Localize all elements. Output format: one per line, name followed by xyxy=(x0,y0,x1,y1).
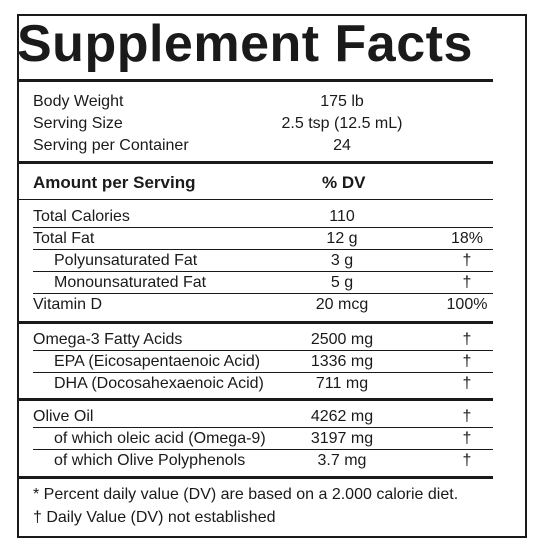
info-value-servings-per-container: 24 xyxy=(333,137,351,154)
row-total-calories-amount: 110 xyxy=(329,208,355,225)
row-polyunsaturated-dv: † xyxy=(462,252,472,269)
panel-title: Supplement Facts xyxy=(17,15,473,73)
footnote-dv-not-established: † Daily Value (DV) not established xyxy=(33,509,276,526)
row-epa-amount: 1336 mg xyxy=(310,353,374,370)
olive-section-rule xyxy=(17,398,493,401)
row-omega-3-amount: 2500 mg xyxy=(310,331,374,348)
row-olive-oil-label: Olive Oil xyxy=(33,408,94,425)
row-oleic-acid-dv: † xyxy=(462,430,472,447)
row-divider xyxy=(33,449,493,450)
row-dha-amount: 711 mg xyxy=(315,375,369,392)
row-epa-label: EPA (Eicosapentaenoic Acid) xyxy=(54,353,261,370)
footnote-dv-basis: * Percent daily value (DV) are based on … xyxy=(33,486,459,503)
row-divider xyxy=(33,249,493,250)
row-omega-3-dv: † xyxy=(462,331,472,348)
row-polyphenols-amount: 3.7 mg xyxy=(317,452,367,469)
row-oleic-acid-label: of which oleic acid (Omega-9) xyxy=(54,430,266,447)
info-label-servings-per-container: Serving per Container xyxy=(33,137,189,154)
info-label-serving-size: Serving Size xyxy=(33,115,123,132)
header-rule xyxy=(17,199,493,200)
row-divider xyxy=(33,350,493,351)
info-value-body-weight: 175 lb xyxy=(320,93,364,110)
info-value-serving-size: 2.5 tsp (12.5 mL) xyxy=(281,115,403,132)
title-rule xyxy=(17,79,493,82)
row-divider xyxy=(33,227,493,228)
row-total-fat-amount: 12 g xyxy=(326,230,358,247)
row-divider xyxy=(33,293,493,294)
row-monounsaturated-dv: † xyxy=(462,274,472,291)
row-divider xyxy=(33,427,493,428)
amount-per-serving-header: Amount per Serving xyxy=(33,173,196,192)
supplement-facts-panel xyxy=(17,14,527,538)
row-dha-label: DHA (Docosahexaenoic Acid) xyxy=(54,375,264,392)
row-epa-dv: † xyxy=(462,353,472,370)
row-vitamin-d-dv: 100% xyxy=(446,296,488,313)
row-monounsaturated-label: Monounsaturated Fat xyxy=(54,274,207,291)
row-polyphenols-label: of which Olive Polyphenols xyxy=(54,452,246,469)
row-omega-3-label: Omega-3 Fatty Acids xyxy=(33,331,183,348)
footnote-rule xyxy=(17,476,493,479)
row-total-fat-label: Total Fat xyxy=(33,230,95,247)
row-polyphenols-dv: † xyxy=(462,452,472,469)
row-polyunsaturated-amount: 3 g xyxy=(330,252,354,269)
info-label-body-weight: Body Weight xyxy=(33,93,124,110)
row-vitamin-d-amount: 20 mcg xyxy=(315,296,369,313)
omega-section-rule xyxy=(17,321,493,324)
row-polyunsaturated-label: Polyunsaturated Fat xyxy=(54,252,198,269)
row-divider xyxy=(33,271,493,272)
row-monounsaturated-amount: 5 g xyxy=(330,274,354,291)
row-total-calories-label: Total Calories xyxy=(33,208,130,225)
row-olive-oil-dv: † xyxy=(462,408,472,425)
row-dha-dv: † xyxy=(462,375,472,392)
row-oleic-acid-amount: 3197 mg xyxy=(310,430,374,447)
section-rule xyxy=(17,161,493,164)
row-total-fat-dv: 18% xyxy=(450,230,484,247)
row-divider xyxy=(33,372,493,373)
row-olive-oil-amount: 4262 mg xyxy=(310,408,374,425)
dv-header: % DV xyxy=(322,173,366,192)
row-vitamin-d-label: Vitamin D xyxy=(33,296,103,313)
